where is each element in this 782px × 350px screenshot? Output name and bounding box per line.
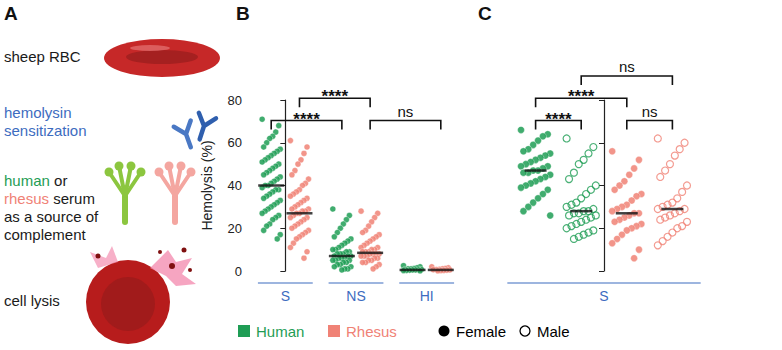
svg-text:****: **** bbox=[322, 87, 349, 106]
svg-text:cell lysis: cell lysis bbox=[4, 292, 60, 309]
svg-text:sheep RBC: sheep RBC bbox=[4, 48, 81, 65]
svg-text:ns: ns bbox=[619, 58, 635, 75]
svg-text:40: 40 bbox=[228, 178, 242, 193]
svg-text:****: **** bbox=[293, 110, 320, 129]
svg-text:sensitization: sensitization bbox=[4, 122, 87, 139]
svg-text:ns: ns bbox=[398, 103, 414, 120]
svg-text:hemolysin: hemolysin bbox=[4, 104, 72, 121]
svg-text:Hemolysis (%): Hemolysis (%) bbox=[199, 140, 215, 230]
svg-text:Male: Male bbox=[537, 323, 570, 340]
svg-text:20: 20 bbox=[228, 221, 242, 236]
svg-text:NS: NS bbox=[346, 288, 365, 304]
svg-text:****: **** bbox=[568, 87, 595, 106]
svg-text:Female: Female bbox=[456, 323, 506, 340]
svg-text:S: S bbox=[599, 288, 608, 304]
svg-text:80: 80 bbox=[228, 93, 242, 108]
svg-text:Human: Human bbox=[256, 323, 304, 340]
svg-text:HI: HI bbox=[420, 288, 434, 304]
svg-text:S: S bbox=[281, 288, 290, 304]
svg-text:0: 0 bbox=[235, 264, 242, 279]
svg-text:****: **** bbox=[545, 110, 572, 129]
svg-text:complement: complement bbox=[4, 226, 87, 243]
svg-text:Rhesus: Rhesus bbox=[346, 323, 397, 340]
svg-text:A: A bbox=[4, 3, 18, 24]
svg-text:human or: human or bbox=[4, 172, 67, 189]
svg-text:as a source of: as a source of bbox=[4, 208, 99, 225]
svg-text:B: B bbox=[236, 3, 250, 24]
svg-text:ns: ns bbox=[642, 103, 658, 120]
svg-text:60: 60 bbox=[228, 135, 242, 150]
svg-text:C: C bbox=[478, 3, 492, 24]
svg-text:rhesus serum: rhesus serum bbox=[4, 190, 95, 207]
